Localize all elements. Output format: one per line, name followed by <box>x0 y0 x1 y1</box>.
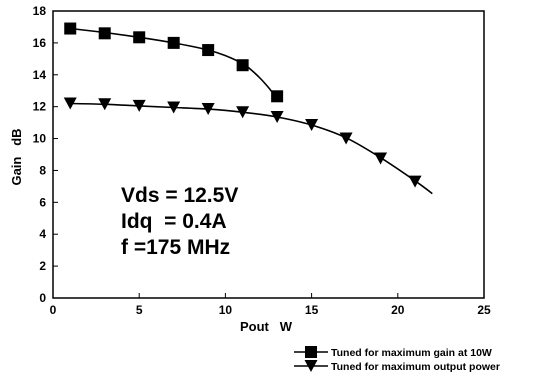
data-point <box>374 152 388 165</box>
series-layer <box>63 22 433 195</box>
data-point <box>132 99 146 112</box>
x-axis-title: Pout W <box>240 319 293 334</box>
data-point <box>236 59 249 72</box>
data-point <box>167 101 181 114</box>
y-tick-label: 16 <box>33 36 47 50</box>
series-1 <box>64 22 284 103</box>
data-point <box>64 22 77 35</box>
y-tick-label: 12 <box>33 100 47 114</box>
y-tick-label: 10 <box>33 132 47 146</box>
x-tick-label: 15 <box>305 303 319 317</box>
data-point <box>339 132 353 145</box>
x-axis-ticks: 0 5 10 15 20 25 <box>50 293 491 317</box>
plot-area <box>52 10 485 299</box>
x-tick-label: 0 <box>50 303 57 317</box>
x-tick-label: 10 <box>219 303 233 317</box>
data-point <box>270 111 284 124</box>
y-tick-label: 4 <box>39 227 46 241</box>
x-tick-label: 25 <box>477 303 491 317</box>
annotation-idq: Idq = 0.4A <box>121 210 227 233</box>
y-axis-title: Gain dB <box>9 128 24 185</box>
y-tick-label: 18 <box>33 4 47 18</box>
data-point <box>201 103 215 116</box>
data-point <box>202 44 215 57</box>
data-point <box>133 31 146 44</box>
y-axis-ticks: 0 2 4 6 8 10 12 14 16 18 <box>33 4 58 305</box>
series-line <box>70 27 278 100</box>
y-tick-label: 0 <box>39 291 46 305</box>
data-point <box>408 175 422 188</box>
legend-triangle-marker <box>304 360 318 372</box>
legend-item: Tuned for maximum output power <box>294 360 500 373</box>
data-point <box>305 119 319 132</box>
data-point <box>167 36 180 49</box>
plot-frame <box>52 10 485 299</box>
y-tick-label: 2 <box>39 259 46 273</box>
legend-label: Tuned for maximum output power <box>331 361 500 373</box>
x-tick-label: 20 <box>391 303 405 317</box>
y-tick-label: 8 <box>39 163 46 177</box>
series-line <box>70 102 433 195</box>
data-point <box>98 98 112 111</box>
annotation-box <box>114 182 272 268</box>
y-tick-label: 6 <box>39 195 46 209</box>
y-tick-label: 14 <box>33 68 47 82</box>
data-point <box>271 90 284 103</box>
legend-label: Tuned for maximum gain at 10W <box>331 347 492 359</box>
data-point <box>63 97 77 110</box>
legend-item: Tuned for maximum gain at 10W <box>294 346 492 359</box>
data-point <box>236 106 250 119</box>
x-tick-label: 5 <box>136 303 143 317</box>
annotation-freq: f =175 MHz <box>121 236 230 259</box>
annotation-vds: Vds = 12.5V <box>121 184 238 207</box>
legend-square-marker <box>305 346 317 358</box>
legend: Tuned for maximum gain at 10W Tuned for m… <box>294 346 500 373</box>
series-2 <box>63 97 433 195</box>
data-point <box>98 27 111 40</box>
